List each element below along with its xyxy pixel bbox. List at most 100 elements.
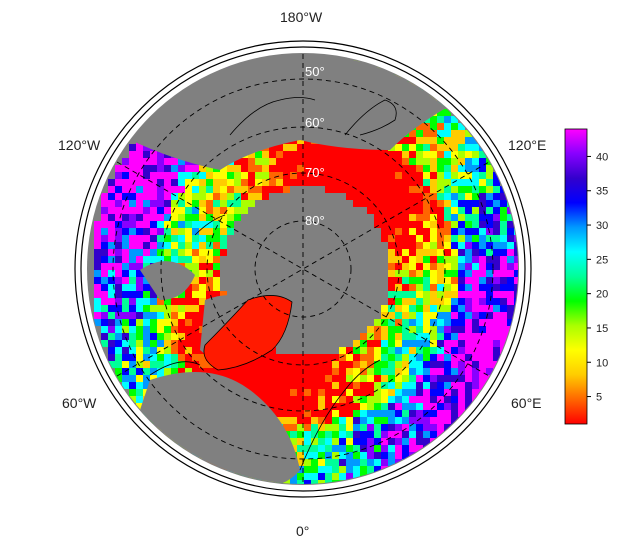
data-cell (108, 235, 115, 242)
data-cell (458, 228, 465, 235)
data-cell (374, 151, 381, 158)
data-cell (444, 410, 451, 417)
data-cell (409, 431, 416, 438)
data-cell (276, 410, 283, 417)
data-cell (199, 354, 206, 361)
data-cell (360, 193, 367, 200)
data-cell (213, 221, 220, 228)
data-cell (129, 249, 136, 256)
data-cell (269, 144, 276, 151)
data-cell (171, 298, 178, 305)
data-cell (430, 319, 437, 326)
data-cell (157, 312, 164, 319)
data-cell (171, 361, 178, 368)
data-cell (269, 158, 276, 165)
data-cell (108, 354, 115, 361)
data-cell (157, 158, 164, 165)
data-cell (507, 284, 514, 291)
data-cell (227, 368, 234, 375)
data-cell (297, 368, 304, 375)
data-cell (381, 179, 388, 186)
data-cell (423, 305, 430, 312)
data-cell (115, 298, 122, 305)
data-cell (388, 410, 395, 417)
data-cell (507, 305, 514, 312)
data-cell (416, 158, 423, 165)
data-cell (171, 354, 178, 361)
data-cell (472, 277, 479, 284)
data-cell (115, 368, 122, 375)
data-cell (416, 165, 423, 172)
data-cell (339, 466, 346, 473)
data-cell (136, 235, 143, 242)
data-cell (416, 403, 423, 410)
data-cell (430, 396, 437, 403)
data-cell (339, 459, 346, 466)
data-cell (500, 333, 507, 340)
data-cell (353, 151, 360, 158)
data-cell (157, 207, 164, 214)
data-cell (241, 165, 248, 172)
data-cell (465, 284, 472, 291)
data-cell (346, 361, 353, 368)
data-cell (416, 263, 423, 270)
data-cell (451, 207, 458, 214)
data-cell (493, 228, 500, 235)
data-cell (353, 165, 360, 172)
data-cell (409, 270, 416, 277)
data-cell (388, 326, 395, 333)
data-cell (402, 172, 409, 179)
data-cell (276, 389, 283, 396)
data-cell (388, 256, 395, 263)
data-cell (115, 375, 122, 382)
data-cell (367, 340, 374, 347)
data-cell (360, 158, 367, 165)
data-cell (416, 207, 423, 214)
data-cell (402, 256, 409, 263)
data-cell (437, 389, 444, 396)
data-cell (409, 144, 416, 151)
data-cell (129, 333, 136, 340)
data-cell (451, 193, 458, 200)
data-cell (493, 319, 500, 326)
data-cell (178, 207, 185, 214)
data-cell (115, 305, 122, 312)
data-cell (136, 396, 143, 403)
data-cell (178, 340, 185, 347)
data-cell (234, 179, 241, 186)
data-cell (136, 165, 143, 172)
data-cell (430, 347, 437, 354)
data-cell (157, 172, 164, 179)
data-cell (444, 158, 451, 165)
data-cell (136, 179, 143, 186)
data-cell (423, 277, 430, 284)
data-cell (416, 354, 423, 361)
data-cell (514, 291, 518, 298)
data-cell (493, 326, 500, 333)
data-cell (150, 354, 157, 361)
data-cell (430, 361, 437, 368)
data-cell (381, 410, 388, 417)
data-cell (115, 165, 122, 172)
data-cell (311, 424, 318, 431)
data-cell (332, 165, 339, 172)
data-cell (374, 333, 381, 340)
lat-label-60: 60° (305, 115, 325, 130)
data-cell (346, 158, 353, 165)
data-cell (136, 144, 143, 151)
data-cell (199, 214, 206, 221)
data-cell (290, 354, 297, 361)
data-cell (458, 354, 465, 361)
data-cell (255, 375, 262, 382)
data-cell (304, 466, 311, 473)
data-cell (444, 333, 451, 340)
data-cell (493, 179, 500, 186)
data-cell (423, 354, 430, 361)
data-cell (507, 298, 514, 305)
data-cell (108, 256, 115, 263)
data-cell (185, 361, 192, 368)
data-cell (206, 207, 213, 214)
data-cell (185, 221, 192, 228)
data-cell (129, 277, 136, 284)
data-cell (493, 263, 500, 270)
